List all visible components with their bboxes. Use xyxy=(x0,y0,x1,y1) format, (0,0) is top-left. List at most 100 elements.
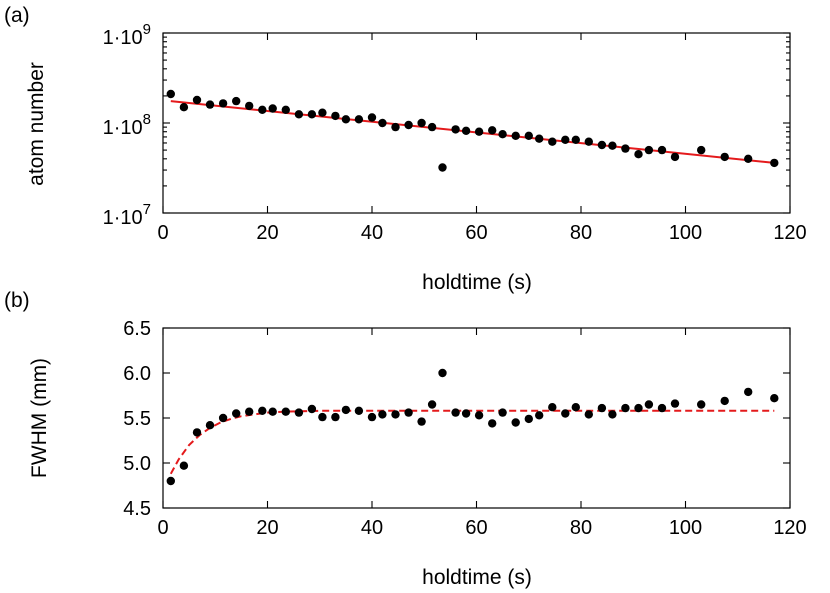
x-tick-label: 100 xyxy=(669,517,702,539)
data-point xyxy=(232,409,241,418)
data-point xyxy=(438,163,447,172)
data-point xyxy=(584,410,593,419)
data-point xyxy=(561,409,570,418)
data-point xyxy=(461,409,471,418)
data-point xyxy=(498,130,507,139)
data-point xyxy=(474,127,484,136)
panel-a-frame xyxy=(162,32,791,214)
data-point xyxy=(281,105,290,115)
data-point xyxy=(498,408,507,417)
data-point xyxy=(770,158,779,168)
data-point xyxy=(166,476,175,486)
data-point xyxy=(697,400,706,409)
y-tick-label: 4.5 xyxy=(123,498,151,520)
data-point xyxy=(354,406,364,415)
data-point xyxy=(770,394,779,403)
y-tick-label: 6.0 xyxy=(123,363,151,385)
data-point xyxy=(417,118,426,128)
data-point xyxy=(535,134,544,143)
data-point xyxy=(318,412,327,422)
y-tick-label-exponent: 7 xyxy=(143,201,151,218)
x-tick-label: 0 xyxy=(157,222,168,244)
y-tick-label: 1·108 xyxy=(103,111,151,139)
x-tick-label: 40 xyxy=(361,517,383,539)
data-point xyxy=(608,141,617,150)
data-point xyxy=(378,118,387,128)
data-point xyxy=(535,411,544,420)
data-point xyxy=(307,110,317,119)
data-point xyxy=(367,412,377,422)
data-point xyxy=(571,403,580,412)
panel-b-ylabel: FWHM (mm) xyxy=(28,358,51,478)
panel-b-ytick-labels: 4.5 5.0 5.5 6.0 6.5 xyxy=(123,318,151,520)
data-point xyxy=(404,120,413,130)
data-point xyxy=(584,137,593,146)
y-tick-label: 5.5 xyxy=(123,408,151,430)
panel-a-xtick-labels: 0 20 40 60 80 100 120 xyxy=(157,222,806,244)
data-point xyxy=(621,144,630,153)
data-point xyxy=(331,412,340,422)
data-point xyxy=(192,428,202,437)
data-point xyxy=(294,110,304,119)
data-point xyxy=(451,408,460,417)
data-point xyxy=(634,403,643,413)
panel-b-label: (b) xyxy=(4,289,30,312)
data-point xyxy=(318,108,327,117)
data-point xyxy=(391,122,400,132)
data-point xyxy=(670,399,680,408)
data-point xyxy=(258,406,267,415)
data-point xyxy=(488,419,497,428)
data-point xyxy=(367,113,377,122)
data-point xyxy=(354,115,364,124)
data-point xyxy=(644,145,654,155)
panel-b-xtick-labels: 0 20 40 60 80 100 120 xyxy=(157,517,806,539)
x-tick-label: 100 xyxy=(669,222,702,244)
data-point xyxy=(232,96,241,106)
data-point xyxy=(597,403,607,413)
data-point xyxy=(451,125,460,134)
data-point xyxy=(404,408,413,417)
y-tick-label: 1·107 xyxy=(103,201,151,229)
data-point xyxy=(597,140,607,150)
data-point xyxy=(179,103,189,112)
data-point xyxy=(378,410,387,419)
y-tick-label-base: 1·10 xyxy=(103,207,143,229)
data-point xyxy=(744,387,753,397)
panel-a-ylabel: atom number xyxy=(25,62,48,186)
data-point xyxy=(644,400,654,409)
x-tick-label: 60 xyxy=(465,222,487,244)
y-tick-label: 6.5 xyxy=(123,318,151,340)
panel-a-points xyxy=(166,89,779,172)
data-point xyxy=(205,100,215,109)
panel-a-label: (a) xyxy=(4,4,30,27)
data-point xyxy=(427,400,437,409)
data-point xyxy=(720,396,729,406)
data-point xyxy=(268,407,277,416)
data-point xyxy=(488,126,497,135)
data-point xyxy=(192,95,202,105)
data-point xyxy=(218,413,228,423)
data-point xyxy=(245,101,254,111)
x-tick-label: 120 xyxy=(773,222,806,244)
data-point xyxy=(218,99,228,108)
y-tick-label-base: 1·10 xyxy=(103,27,143,49)
y-tick-label-exponent: 8 xyxy=(143,111,151,128)
data-point xyxy=(331,111,340,121)
panel-b-xlabel: holdtime (s) xyxy=(422,566,532,589)
data-point xyxy=(474,411,484,420)
y-tick-label: 1·109 xyxy=(103,21,151,49)
data-point xyxy=(621,403,630,413)
data-point xyxy=(744,154,753,163)
x-tick-label: 120 xyxy=(773,517,806,539)
panel-a-xlabel: holdtime (s) xyxy=(422,271,532,294)
data-point xyxy=(205,421,215,430)
data-point xyxy=(268,104,277,113)
y-tick-label: 5.0 xyxy=(123,453,151,475)
data-point xyxy=(670,152,680,162)
data-point xyxy=(341,115,351,124)
data-point xyxy=(511,418,520,427)
panel-b-points xyxy=(166,368,779,486)
panel-b-fit-layer xyxy=(169,409,775,475)
